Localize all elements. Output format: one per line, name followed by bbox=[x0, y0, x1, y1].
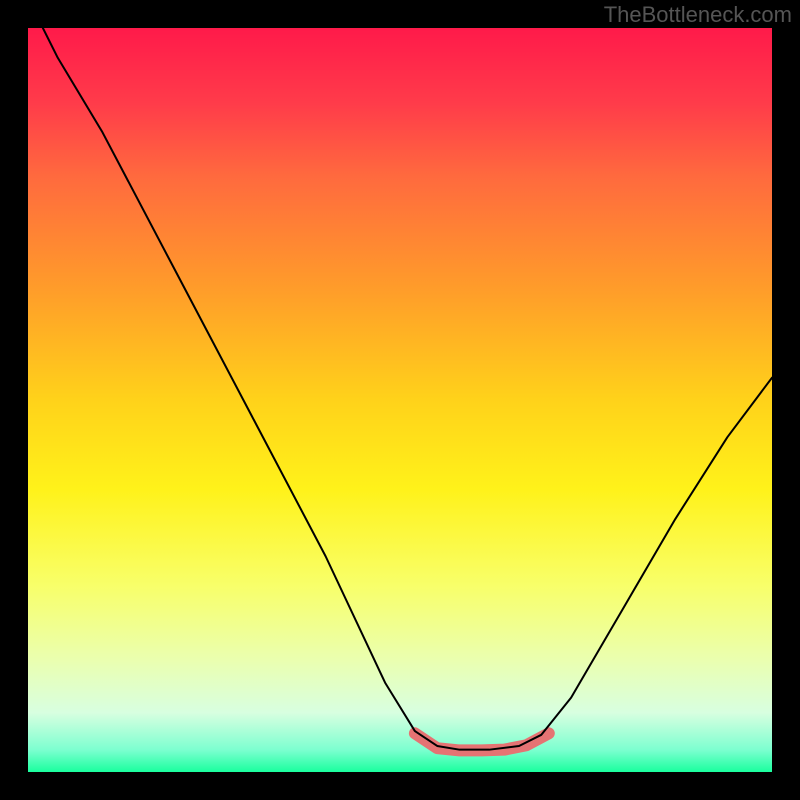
watermark-label: TheBottleneck.com bbox=[604, 2, 792, 28]
chart-main-curve bbox=[43, 28, 772, 750]
chart-curve-layer bbox=[28, 28, 772, 772]
chart-plot-area bbox=[28, 28, 772, 772]
